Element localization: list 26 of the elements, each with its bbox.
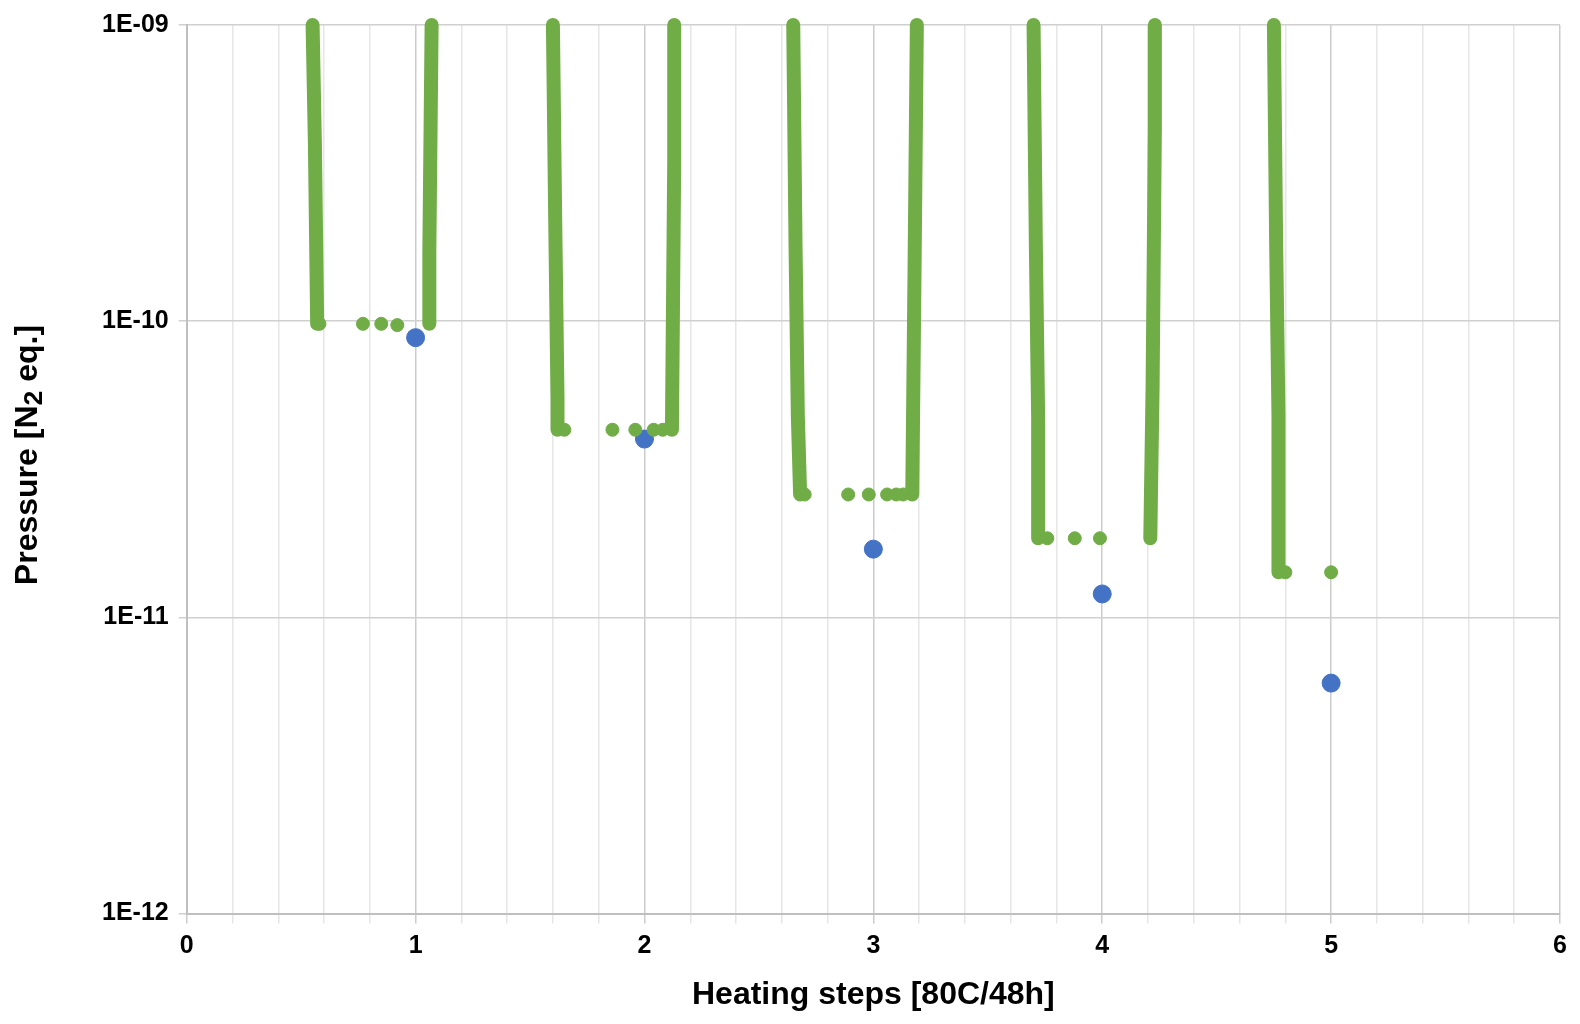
point <box>1092 531 1107 546</box>
point <box>861 487 876 502</box>
point <box>863 539 883 559</box>
point <box>841 487 856 502</box>
point <box>605 422 620 437</box>
x-tick-label: 3 <box>866 930 881 959</box>
y-tick-label: 1E-09 <box>101 8 169 37</box>
x-tick-label: 4 <box>1095 930 1110 959</box>
y-tick-label: 1E-12 <box>101 897 169 926</box>
point <box>1321 673 1341 693</box>
y-tick-label: 1E-11 <box>103 601 169 630</box>
point <box>1324 565 1339 580</box>
x-tick-label: 5 <box>1324 930 1339 959</box>
x-tick-label: 6 <box>1553 930 1567 959</box>
point <box>355 316 370 331</box>
point <box>390 318 405 333</box>
x-tick-label: 0 <box>179 930 194 959</box>
point <box>374 316 389 331</box>
point <box>1092 584 1112 604</box>
x-tick-label: 1 <box>408 930 423 959</box>
point <box>1067 531 1082 546</box>
y-tick-label: 1E-10 <box>101 305 169 334</box>
point <box>628 422 643 437</box>
x-tick-label: 2 <box>637 930 652 959</box>
x-axis-title: Heating steps [80C/48h] <box>691 974 1055 1011</box>
point <box>406 328 426 348</box>
